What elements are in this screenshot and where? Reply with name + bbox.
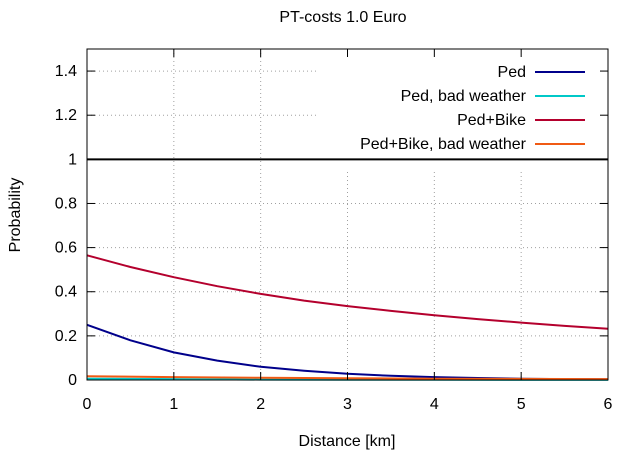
legend-label: Ped+Bike, bad weather bbox=[360, 136, 527, 153]
x-axis-label: Distance [km] bbox=[299, 433, 396, 450]
x-tick-label: 2 bbox=[256, 396, 265, 413]
grid bbox=[87, 49, 608, 380]
legend-label: Ped bbox=[498, 64, 526, 81]
legend-label: Ped+Bike bbox=[457, 112, 526, 129]
y-axis-label: Probability bbox=[7, 178, 24, 253]
y-tick-label: 0.6 bbox=[55, 240, 77, 257]
legend-label: Ped, bad weather bbox=[401, 88, 527, 105]
x-tick-label: 1 bbox=[169, 396, 178, 413]
y-tick-label: 0.8 bbox=[55, 195, 77, 212]
x-tick-label: 0 bbox=[83, 396, 92, 413]
plot-frame bbox=[86, 48, 609, 381]
x-tick-label: 6 bbox=[604, 396, 613, 413]
y-tick-label: 1.4 bbox=[55, 63, 77, 80]
chart-title: PT-costs 1.0 Euro bbox=[279, 9, 406, 26]
y-tick-label: 0.2 bbox=[55, 328, 77, 345]
series-layer bbox=[86, 254, 609, 381]
y-tick-label: 0 bbox=[68, 372, 77, 389]
y-tick-label: 0.4 bbox=[55, 284, 77, 301]
y-tick-label: 1.2 bbox=[55, 107, 77, 124]
x-tick-label: 3 bbox=[343, 396, 352, 413]
x-tick-label: 4 bbox=[430, 396, 439, 413]
ticks: 0 0.2 0.4 0.6 0.8 1 1.2 1.4 0 1 2 3 4 5 6 bbox=[55, 49, 613, 413]
x-tick-label: 5 bbox=[517, 396, 526, 413]
series-line-3 bbox=[86, 254, 609, 330]
legend: Ped Ped, bad weather Ped+Bike Ped+Bike, bad… bbox=[360, 64, 585, 153]
y-tick-label: 1 bbox=[68, 151, 77, 168]
